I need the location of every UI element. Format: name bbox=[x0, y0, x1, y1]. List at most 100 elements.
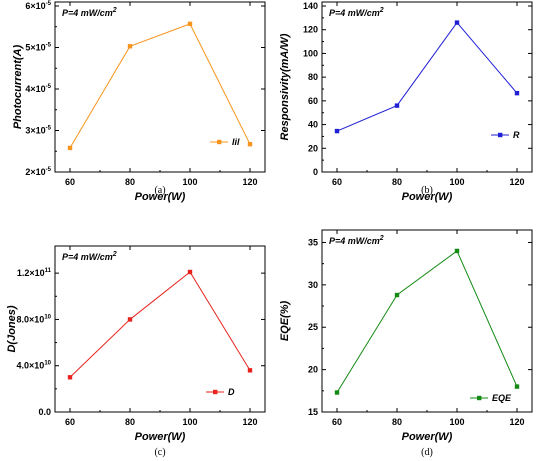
chart-panel-2: 60 80 100 1200.04.0×10108.0×10101.2×1011Pow… bbox=[6, 245, 266, 458]
y-tick-label-exponent: -5 bbox=[46, 126, 52, 132]
chart-panel-0: 60 80 100 1202×10-53×10-54×10-55×10-56×10-5… bbox=[12, 1, 266, 203]
legend-label: D bbox=[228, 387, 235, 397]
x-tick-label: 60 bbox=[65, 177, 75, 187]
y-tick-label: 0 bbox=[313, 167, 318, 177]
y-tick-label-base: 20 bbox=[308, 143, 318, 153]
power-annotation: P=4 mW/cm2 bbox=[329, 235, 384, 246]
y-tick-label-base: 35 bbox=[308, 237, 318, 247]
y-tick-label-exponent: -5 bbox=[46, 1, 52, 7]
power-annotation-base: P=4 mW/cm bbox=[329, 236, 380, 246]
data-point bbox=[394, 292, 400, 298]
power-annotation: P=4 mW/cm2 bbox=[62, 251, 117, 262]
y-tick-label-base: 20 bbox=[308, 365, 318, 375]
y-tick-label-base: 40 bbox=[308, 120, 318, 130]
y-tick-label: 6×10-5 bbox=[25, 1, 51, 11]
data-point bbox=[67, 145, 73, 151]
x-tick-label: 100 bbox=[182, 177, 197, 187]
y-tick-label-base: 3×10 bbox=[25, 126, 45, 136]
y-tick-label: 120 bbox=[303, 25, 318, 35]
data-point bbox=[247, 141, 253, 147]
legend: D bbox=[206, 387, 235, 397]
panel-caption: (b) bbox=[421, 185, 433, 196]
y-axis-title: D(Jones) bbox=[6, 305, 18, 352]
y-tick-label: 5×10-5 bbox=[25, 43, 51, 53]
y-tick-label: 4.0×1010 bbox=[17, 361, 52, 371]
plot-frame bbox=[321, 229, 533, 413]
x-tick-label: 100 bbox=[449, 417, 464, 427]
y-tick-label: 3×10-5 bbox=[25, 126, 51, 136]
legend-label: EQE bbox=[492, 393, 512, 403]
x-tick-label: 120 bbox=[242, 177, 257, 187]
y-tick-label-base: 120 bbox=[303, 25, 318, 35]
series-line bbox=[336, 21, 518, 132]
data-point bbox=[247, 368, 253, 373]
x-tick-label: 120 bbox=[242, 417, 257, 427]
y-tick-label-exponent: 11 bbox=[45, 268, 52, 274]
data-point bbox=[187, 269, 193, 275]
y-tick-label-base: 25 bbox=[308, 322, 318, 332]
y-tick-label-base: 4×10 bbox=[25, 84, 45, 94]
y-tick-label-exponent: 10 bbox=[44, 361, 51, 367]
y-tick-label-base: 2×10 bbox=[25, 167, 45, 177]
legend-marker bbox=[213, 389, 218, 395]
plot-frame bbox=[321, 1, 533, 173]
y-tick-label: 15 bbox=[308, 407, 318, 417]
y-tick-label: 35 bbox=[308, 237, 318, 247]
x-tick-label: 100 bbox=[449, 177, 464, 187]
y-tick-label: 20 bbox=[308, 365, 318, 375]
y-tick-label-base: 60 bbox=[308, 96, 318, 106]
series-line bbox=[336, 250, 518, 393]
y-tick-label: 30 bbox=[308, 280, 318, 290]
y-tick-label-base: 0 bbox=[313, 167, 318, 177]
y-tick-label: 80 bbox=[308, 72, 318, 82]
y-tick-label-exponent: -5 bbox=[46, 43, 52, 49]
y-tick-label-base: 15 bbox=[308, 407, 318, 417]
x-axis-title: Power(W) bbox=[135, 431, 186, 443]
y-tick-label: 25 bbox=[308, 322, 318, 332]
legend-marker bbox=[217, 139, 222, 145]
y-tick-label: 0.0 bbox=[38, 407, 51, 417]
chart-panel-3: 60 80 100 120 15 20 25 30 35 Power(W) EQE(%) P=4 mW… bbox=[279, 229, 533, 458]
x-axis-title: Power(W) bbox=[402, 191, 453, 203]
y-tick-label-exponent: 10 bbox=[44, 314, 51, 320]
y-axis-title: Responsivity(mA/W) bbox=[279, 33, 291, 140]
y-tick-label: 20 bbox=[308, 143, 318, 153]
power-annotation-base: P=4 mW/cm bbox=[62, 252, 113, 262]
panel-caption: (c) bbox=[154, 447, 165, 458]
x-tick-label: 120 bbox=[509, 417, 524, 427]
data-point bbox=[514, 384, 520, 389]
data-point bbox=[67, 375, 73, 380]
legend-label: R bbox=[513, 130, 520, 140]
y-tick-label: 40 bbox=[308, 120, 318, 130]
series-line bbox=[69, 23, 251, 149]
data-point bbox=[454, 248, 460, 254]
legend: R bbox=[491, 130, 520, 140]
y-tick-label-exponent: -5 bbox=[46, 84, 52, 90]
data-point bbox=[127, 44, 133, 49]
y-tick-label-base: 1.2×10 bbox=[17, 268, 45, 278]
power-annotation: P=4 mW/cm2 bbox=[62, 7, 117, 18]
y-axis-title: EQE(%) bbox=[279, 300, 291, 341]
power-annotation-base: P=4 mW/cm bbox=[329, 8, 380, 18]
x-axis-title: Power(W) bbox=[135, 191, 186, 203]
y-tick-label-base: 6×10 bbox=[25, 1, 45, 11]
power-annotation: P=4 mW/cm2 bbox=[329, 7, 384, 18]
y-tick-label-base: 5×10 bbox=[25, 43, 45, 53]
legend-marker bbox=[477, 395, 482, 401]
data-point bbox=[454, 20, 460, 25]
chart-panel-1: 60 80 100 120 0 20 40 60 80 100 120 140 Power(W) Resp… bbox=[279, 1, 533, 203]
panel-caption: (a) bbox=[154, 185, 165, 196]
legend-label: Iil bbox=[232, 137, 240, 147]
data-point bbox=[514, 90, 520, 96]
y-tick-label: 140 bbox=[303, 1, 318, 11]
series-line bbox=[69, 271, 251, 378]
y-tick-label-base: 100 bbox=[303, 48, 318, 58]
legend: Iil bbox=[210, 137, 240, 147]
x-tick-label: 120 bbox=[509, 177, 524, 187]
power-annotation-exponent: 2 bbox=[379, 235, 384, 242]
x-tick-label: 80 bbox=[125, 417, 135, 427]
y-tick-label: 1.2×1011 bbox=[17, 268, 52, 278]
data-point bbox=[127, 317, 133, 322]
power-annotation-exponent: 2 bbox=[379, 7, 384, 14]
